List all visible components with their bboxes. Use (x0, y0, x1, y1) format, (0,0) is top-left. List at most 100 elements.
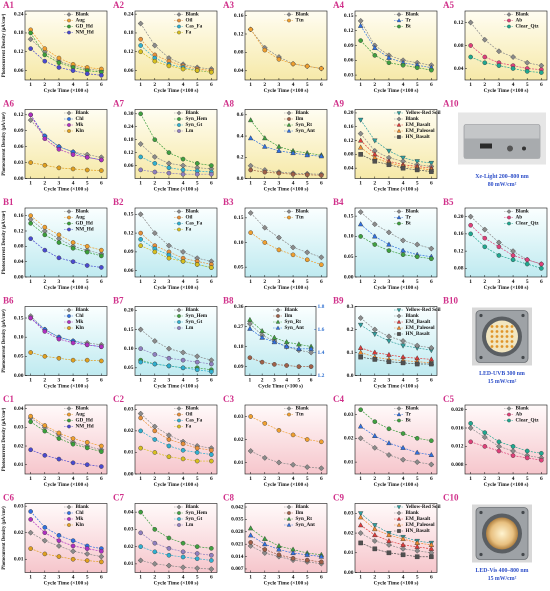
y-tick-label: 0.06 (14, 144, 24, 150)
legend-label: Blank (516, 12, 529, 18)
x-tick-label: 2 (153, 377, 156, 383)
plot-frame (244, 306, 317, 376)
y-tick-label: 0.00 (344, 274, 354, 280)
data-point (56, 60, 62, 66)
series-line (360, 119, 432, 164)
legend-marker (507, 221, 511, 226)
legend-label: Syn_Hem (186, 313, 208, 319)
plot-frame (244, 404, 328, 475)
data-point (99, 168, 104, 173)
data-point (84, 558, 90, 563)
legend-marker (67, 517, 71, 521)
series-line (250, 232, 322, 266)
x-tick-label: 6 (320, 574, 323, 580)
legend-label: Blank (406, 510, 419, 516)
data-point (209, 69, 214, 75)
data-point (276, 552, 282, 558)
y-tick-label: 0.014 (231, 554, 244, 560)
data-point (510, 257, 516, 263)
data-point (70, 538, 76, 543)
led-chip (495, 335, 499, 338)
x-tick-label: 4 (402, 377, 405, 383)
legend-label: Syn_Hem (186, 510, 208, 516)
data-point (194, 450, 200, 455)
series-line (140, 245, 212, 268)
x-tick-label: 3 (278, 180, 281, 186)
data-point (308, 345, 314, 351)
led-chip (495, 325, 499, 328)
data-point (138, 544, 143, 549)
y-tick-label: 0.09 (344, 43, 354, 49)
x-axis-label: Cycle Time (×100 s) (258, 383, 303, 390)
legend-marker (286, 406, 292, 411)
x-tick-label: 6 (320, 476, 323, 482)
data-point (357, 22, 364, 28)
legend-label: Blank (285, 307, 298, 313)
data-point (318, 153, 325, 159)
data-point (99, 548, 104, 554)
data-point (42, 423, 48, 428)
y-tick-label: 0.10 (234, 240, 244, 246)
y-tick-label: 0.04 (14, 406, 24, 412)
legend-marker (396, 215, 402, 220)
data-point (467, 19, 474, 26)
series-line (140, 232, 212, 265)
x-tick-label: 1 (29, 574, 32, 580)
legend-label: Mk (76, 122, 84, 128)
data-point (180, 156, 186, 162)
plot-background (245, 405, 327, 474)
data-point (99, 464, 104, 469)
legend-label: Tr (406, 18, 412, 24)
data-point (400, 535, 406, 541)
data-point (262, 547, 268, 552)
series-line (30, 449, 102, 467)
plot-frame (134, 207, 218, 278)
y-tick-label: 0.12 (454, 248, 464, 254)
data-point (357, 315, 364, 321)
plot-frame (354, 109, 438, 179)
x-axis-label: Cycle Time (×100 s) (484, 284, 529, 291)
legend-marker (397, 135, 401, 139)
legend-marker (177, 227, 181, 232)
legend-label: Blank (406, 116, 419, 122)
data-point (180, 441, 186, 447)
x-tick-label: 2 (263, 476, 266, 482)
x-tick-label: 3 (388, 82, 391, 88)
data-point (70, 259, 76, 264)
plot-frame (354, 207, 438, 278)
data-point (414, 254, 420, 260)
y-tick-label: 0.15 (14, 315, 24, 321)
legend-label: Kln (76, 325, 84, 331)
y-tick-label: 0.20 (124, 308, 134, 314)
x-tick-label: 4 (72, 476, 75, 482)
legend-label: HN_Basalt (406, 528, 430, 534)
data-point (152, 137, 158, 142)
data-point (372, 432, 378, 438)
data-point (166, 363, 172, 369)
y-tick-label: 0.08 (14, 244, 24, 250)
data-point (42, 551, 48, 557)
x-tick-label: 2 (43, 180, 46, 186)
data-point (414, 436, 420, 441)
data-point (247, 135, 254, 141)
led-chip (490, 325, 494, 328)
data-point (152, 249, 158, 255)
data-point (194, 161, 200, 166)
panel-label: B10 (443, 296, 459, 306)
data-point (271, 339, 278, 345)
legend-marker (396, 505, 402, 510)
series-line (360, 236, 432, 260)
x-tick-label: 6 (310, 377, 313, 383)
data-point (262, 47, 268, 53)
x-tick-label: 4 (512, 476, 515, 482)
legend-marker (67, 523, 71, 527)
x-tick-label: 6 (320, 180, 323, 186)
data-point (496, 253, 502, 258)
photo-caption: 15 mW/cm² (488, 379, 517, 385)
plot-frame (24, 109, 108, 179)
data-point (152, 437, 158, 442)
x-tick-label: 2 (483, 279, 486, 285)
data-point (166, 150, 172, 155)
series-line (250, 29, 322, 69)
data-point (70, 460, 76, 466)
